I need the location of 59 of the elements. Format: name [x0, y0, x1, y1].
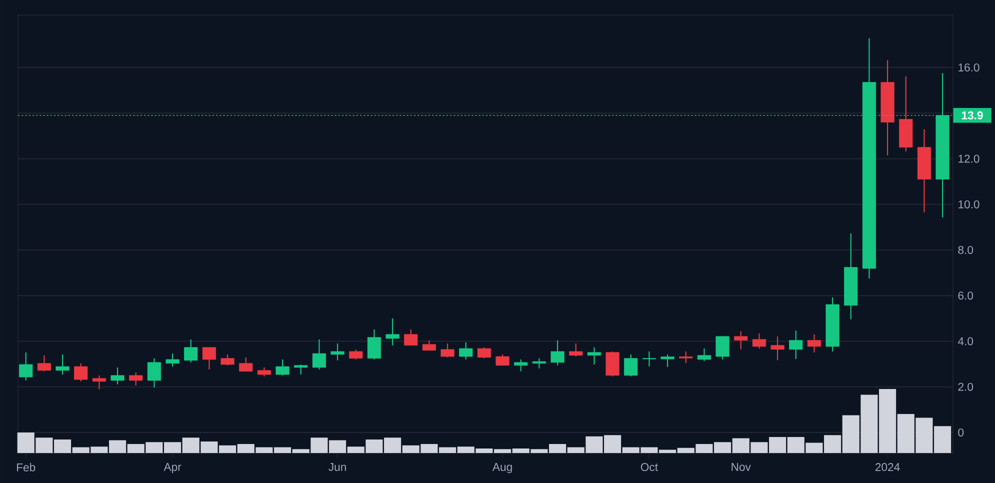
y-tick-label: 4.0 [958, 337, 974, 346]
ref-line-label: 13.9 [962, 111, 983, 120]
y-tick-label: 16.0 [958, 63, 980, 72]
x-tick-label: Feb [17, 463, 36, 472]
candlestick [587, 346, 601, 366]
candlestick [92, 374, 106, 390]
y-tick-label: 6.0 [958, 292, 974, 300]
candlestick [734, 330, 748, 350]
y-tick-label: 8.0 [958, 246, 974, 254]
candlestick [202, 346, 216, 370]
candlestick [312, 338, 326, 370]
candlestick [642, 350, 656, 368]
candlestick [569, 342, 583, 358]
candlestick [514, 358, 528, 372]
x-tick-label: Aug [492, 463, 512, 474]
candlestick [184, 338, 198, 363]
candlestick [716, 336, 730, 360]
candlestick [477, 346, 491, 359]
candlestick [752, 332, 766, 350]
candlestick [276, 358, 290, 376]
x-tick-label: Apr [164, 463, 182, 474]
candlestick [386, 318, 400, 346]
candlestick [459, 342, 473, 360]
candlestick [679, 350, 693, 364]
candlestick [239, 356, 253, 372]
candlestick [789, 330, 803, 360]
candlestick [367, 328, 381, 360]
candlestick [147, 358, 161, 388]
candlestick [330, 342, 344, 361]
y-tick-label: 10.0 [958, 200, 980, 208]
candlestick [37, 354, 51, 372]
candlestick [624, 354, 638, 377]
candlestick [422, 340, 436, 351]
candlestick [697, 348, 711, 362]
x-tick-label: Nov [732, 463, 751, 471]
candlestick [19, 352, 33, 381]
candlestick [550, 340, 564, 366]
candlestick [532, 358, 546, 369]
x-tick-label: Jun [328, 463, 346, 471]
y-tick-label: 0 [958, 428, 964, 436]
candlestick [294, 364, 308, 376]
candlestick [166, 353, 180, 368]
candlestick [660, 354, 674, 368]
candlestick [496, 354, 510, 366]
x-tick-label: Oct [640, 463, 658, 472]
x-tick-label: 2024 [875, 463, 900, 472]
y-tick-label: 2.0 [958, 382, 974, 391]
y-tick-label: 12.0 [958, 154, 980, 163]
candlestick [74, 362, 88, 382]
candlestick [807, 334, 821, 353]
candlestick [56, 354, 70, 376]
candlestick [606, 350, 620, 377]
candlestick [770, 336, 784, 361]
candlestick [440, 342, 454, 358]
candlestick [220, 354, 234, 366]
candlestick [129, 372, 143, 386]
candlestick [404, 328, 418, 346]
candlestick [110, 366, 124, 385]
candlestick [349, 348, 363, 360]
